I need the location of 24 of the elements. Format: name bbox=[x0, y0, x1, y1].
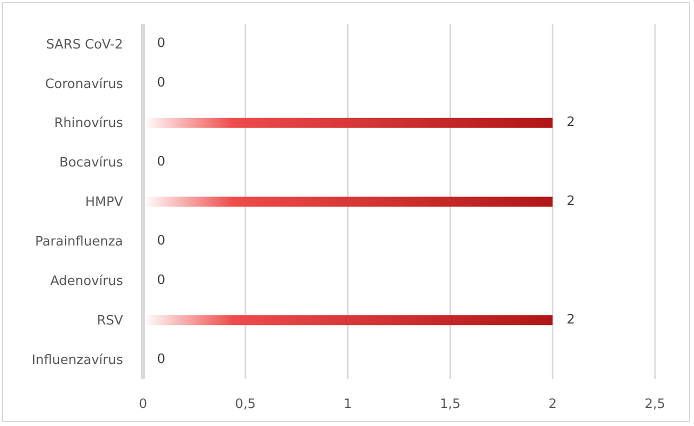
y-tick-label: Rhinovírus bbox=[54, 116, 124, 132]
y-tick-label: SARS CoV-2 bbox=[46, 37, 123, 52]
y-tick-label: Coronavírus bbox=[45, 76, 124, 92]
data-label: 0 bbox=[157, 154, 166, 170]
data-label: 0 bbox=[157, 352, 166, 367]
data-label: 0 bbox=[157, 36, 166, 52]
x-tick-label: 1 bbox=[344, 397, 352, 412]
data-label: 2 bbox=[566, 312, 575, 328]
y-tick-label: HMPV bbox=[85, 195, 124, 210]
data-label: 0 bbox=[157, 272, 166, 288]
y-tick-label: Parainfluenza bbox=[35, 234, 123, 250]
data-label: 2 bbox=[566, 194, 575, 209]
data-label: 0 bbox=[157, 76, 166, 91]
y-tick-label: Influenzavírus bbox=[32, 352, 124, 368]
x-tick-label: 2 bbox=[548, 397, 557, 412]
data-label: 0 bbox=[157, 233, 166, 248]
x-tick-label: 0,5 bbox=[235, 397, 256, 412]
data-label: 2 bbox=[566, 115, 575, 130]
x-tick-label: 1,5 bbox=[440, 397, 461, 412]
y-tick-label: Bocavírus bbox=[59, 156, 124, 171]
y-tick-label: Adenovírus bbox=[50, 274, 124, 290]
y-tick-label: RSV bbox=[96, 313, 124, 328]
x-tick-label: 2,5 bbox=[644, 397, 666, 412]
x-tick-label: 0 bbox=[138, 397, 148, 412]
